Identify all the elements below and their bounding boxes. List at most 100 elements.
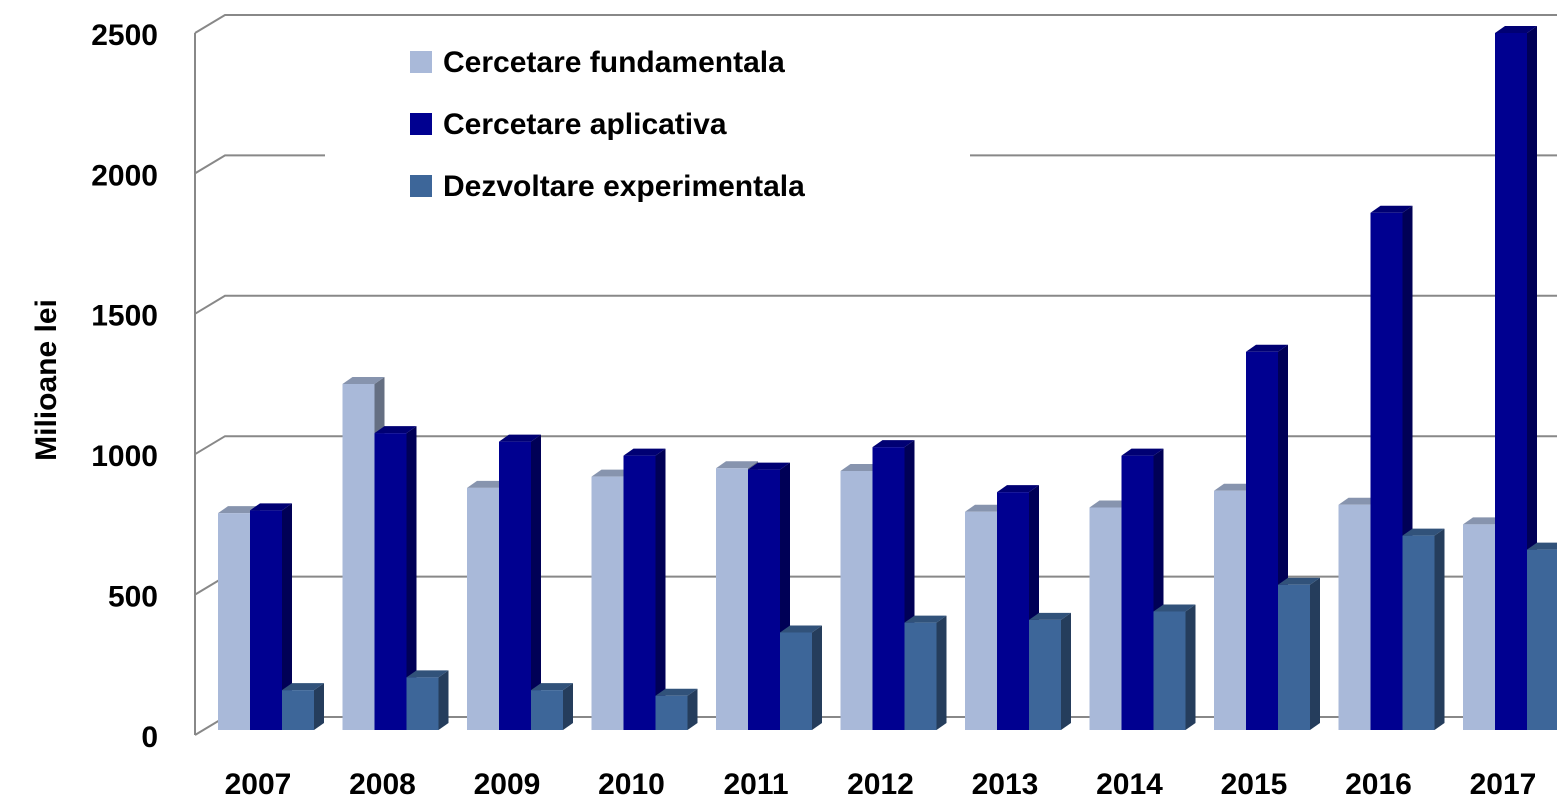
bar [1029,612,1071,730]
x-tick-label: 2017 [1470,768,1537,801]
bar-front [1029,619,1061,730]
bar-top [218,506,260,514]
x-tick-label: 2007 [225,768,292,801]
bar [282,683,324,730]
bar-top [499,434,541,442]
bar-front [591,476,624,730]
bar-side [1310,577,1320,730]
bar-front [623,455,656,730]
bar-side [687,688,698,730]
y-tick-label: 500 [108,581,158,614]
bar [1153,604,1196,730]
bar [406,670,449,730]
bar [1402,528,1445,730]
bar-side [1185,604,1196,730]
bar [904,615,947,730]
bar-front [1338,504,1371,730]
bar-front [531,690,563,730]
legend-swatch [410,113,432,135]
bar-top [623,448,666,456]
bar-top [780,625,822,633]
bar-front [374,433,407,730]
bar-top [840,464,883,472]
bar-front [655,695,688,730]
bar-front [1246,351,1278,730]
legend-background [325,22,970,212]
bar-top [467,480,509,488]
y-tick-label: 1500 [91,300,158,333]
bar-front [1527,549,1557,730]
grid-line [194,435,1557,456]
grid-line [194,14,1557,34]
bar [780,625,822,730]
legend-label: Cercetare aplicativa [443,108,727,141]
bar-front [1370,212,1403,730]
bar-front [467,487,499,730]
bar-front [872,447,905,730]
x-tick-label: 2009 [474,768,541,801]
bar-front [250,510,282,730]
bar-front [218,513,250,730]
bar-front [1121,455,1154,730]
legend-swatch [410,51,432,73]
bar-top [1495,26,1537,33]
bar [250,503,292,730]
bar-front [1089,507,1122,730]
bar-top [716,461,758,469]
legend-swatch [410,175,432,197]
bar-top [406,670,449,678]
bar-top [872,440,915,448]
bar-top [531,683,573,691]
bar-front [342,384,375,730]
x-tick-label: 2011 [723,768,788,801]
bar-top [591,469,634,477]
bar-top [1246,344,1288,352]
bar [531,683,573,730]
legend-label: Dezvoltare experimentala [443,170,805,203]
bar-front [1278,584,1310,730]
bar-front [1495,33,1527,730]
bar [499,434,541,730]
bar-front [406,677,439,730]
bar-top [748,462,790,470]
bar-top [1214,483,1256,491]
bar-top [1338,497,1381,505]
bar-top [1121,448,1164,456]
bar-side [812,625,822,730]
x-tick-label: 2016 [1345,768,1412,801]
bar-top [655,688,698,696]
bar-top [250,503,292,511]
bar-side [314,683,324,730]
bar-front [1214,490,1246,730]
bar-side [563,683,573,730]
bar-top [342,377,385,384]
x-tick-label: 2010 [598,768,665,801]
bar-top [1089,500,1132,508]
bar [1278,577,1320,730]
bar-side [1434,528,1445,730]
bar-side [1061,612,1071,730]
grid-line [194,154,1557,175]
bar-front [1153,611,1186,730]
bar-front [282,690,314,730]
bar-top [1370,205,1413,213]
bar [374,426,417,730]
bar-top [904,615,947,623]
bar-top [965,504,1007,512]
bar-front [780,632,812,730]
bar-side [282,503,292,730]
y-tick-label: 1000 [91,440,158,473]
bar-top [1153,604,1196,612]
bar-top [1402,528,1445,536]
x-tick-label: 2013 [972,768,1039,801]
bar-top [1527,542,1557,550]
bar-top [374,426,417,434]
x-tick-label: 2014 [1096,768,1163,801]
bar [1527,542,1557,730]
x-tick-label: 2012 [847,768,914,801]
bar [655,688,698,730]
bar-front [1463,524,1495,730]
bar-front [904,622,937,730]
bar-side [936,615,947,730]
